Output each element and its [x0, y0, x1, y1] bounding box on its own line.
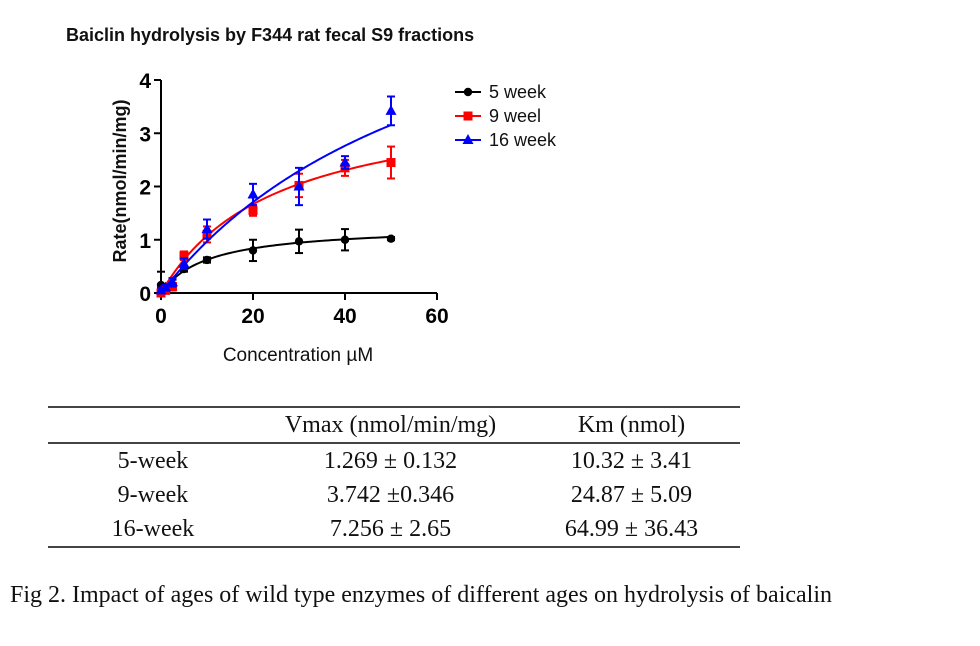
table-row: 9-week 3.742 ±0.346 24.87 ± 5.09	[48, 478, 740, 512]
row-km-value: 64.99 ± 36.43	[564, 515, 699, 542]
legend-label-5-week: 5 week	[489, 82, 547, 102]
table-row: 5-week 1.269 ± 0.132 10.32 ± 3.41	[48, 443, 740, 478]
data-point-16-week	[385, 104, 397, 115]
table-header-row: Vmax (nmol/min/mg) Km (nmol)	[48, 407, 740, 443]
y-tick-label: 4	[139, 70, 151, 93]
row-group-label: 9-week	[117, 481, 189, 508]
header-group	[48, 407, 258, 443]
header-vmax: Vmax (nmol/min/mg)	[284, 411, 497, 438]
data-point-16-week	[293, 180, 305, 191]
row-km-value: 24.87 ± 5.09	[570, 481, 693, 508]
data-point-16-week	[167, 276, 178, 287]
kinetics-table: Vmax (nmol/min/mg) Km (nmol) 5-week 1.26…	[48, 406, 740, 548]
legend-marker-9-weel	[463, 111, 473, 121]
row-vmax-value: 7.256 ± 2.65	[329, 515, 452, 542]
data-point-16-week	[160, 281, 172, 292]
x-tick-label: 40	[333, 305, 356, 328]
data-point-5-week	[386, 234, 396, 243]
header-km: Km (nmol)	[577, 411, 686, 438]
row-vmax-value: 3.742 ±0.346	[326, 481, 455, 508]
data-point-5-week	[202, 255, 212, 265]
x-tick-label: 60	[425, 305, 448, 328]
x-tick-label: 20	[241, 305, 264, 328]
table-row: 16-week 7.256 ± 2.65 64.99 ± 36.43	[48, 512, 740, 547]
data-point-16-week	[339, 156, 351, 167]
legend: 5 week 9 weel 16 week	[455, 82, 557, 150]
plot-area: 0 20 40 60 0 1 2 3 4	[139, 70, 448, 328]
row-group-label: 16-week	[111, 515, 195, 542]
figure-caption: Fig 2. Impact of ages of wild type enzym…	[10, 582, 833, 608]
y-tick-label: 1	[139, 230, 151, 253]
legend-label-16-week: 16 week	[489, 130, 557, 150]
fit-curve-5-week	[160, 235, 392, 294]
data-point-16-week	[201, 223, 213, 234]
row-km-value: 10.32 ± 3.41	[570, 447, 693, 474]
data-point-5-week	[248, 246, 258, 255]
y-tick-label: 0	[139, 283, 151, 306]
x-tick-label: 0	[155, 305, 167, 328]
y-tick-label: 2	[139, 177, 151, 200]
chart: Baiclin hydrolysis by F344 rat fecal S9 …	[66, 25, 557, 366]
legend-marker-5-week	[463, 87, 473, 97]
data-point-16-week	[178, 257, 190, 268]
data-point-16-week	[247, 188, 259, 199]
fit-curve-16-week	[160, 124, 392, 294]
x-axis-label: Concentration µM	[223, 345, 373, 366]
data-point-9-weel	[248, 205, 258, 215]
data-point-5-week	[294, 237, 304, 246]
row-group-label: 5-week	[117, 447, 189, 474]
legend-marker-16-week	[462, 134, 474, 144]
data-point-9-weel	[386, 158, 396, 168]
fit-curve-9-weel	[160, 158, 392, 294]
data-point-16-week	[155, 284, 167, 295]
y-tick-label: 3	[139, 123, 151, 146]
data-point-9-weel	[179, 251, 189, 261]
legend-label-9-weel: 9 weel	[489, 106, 541, 126]
y-axis-label: Rate(nmol/min/mg)	[110, 99, 130, 262]
row-vmax-value: 1.269 ± 0.132	[323, 447, 458, 474]
data-point-5-week	[340, 235, 350, 244]
chart-title: Baiclin hydrolysis by F344 rat fecal S9 …	[66, 25, 474, 45]
